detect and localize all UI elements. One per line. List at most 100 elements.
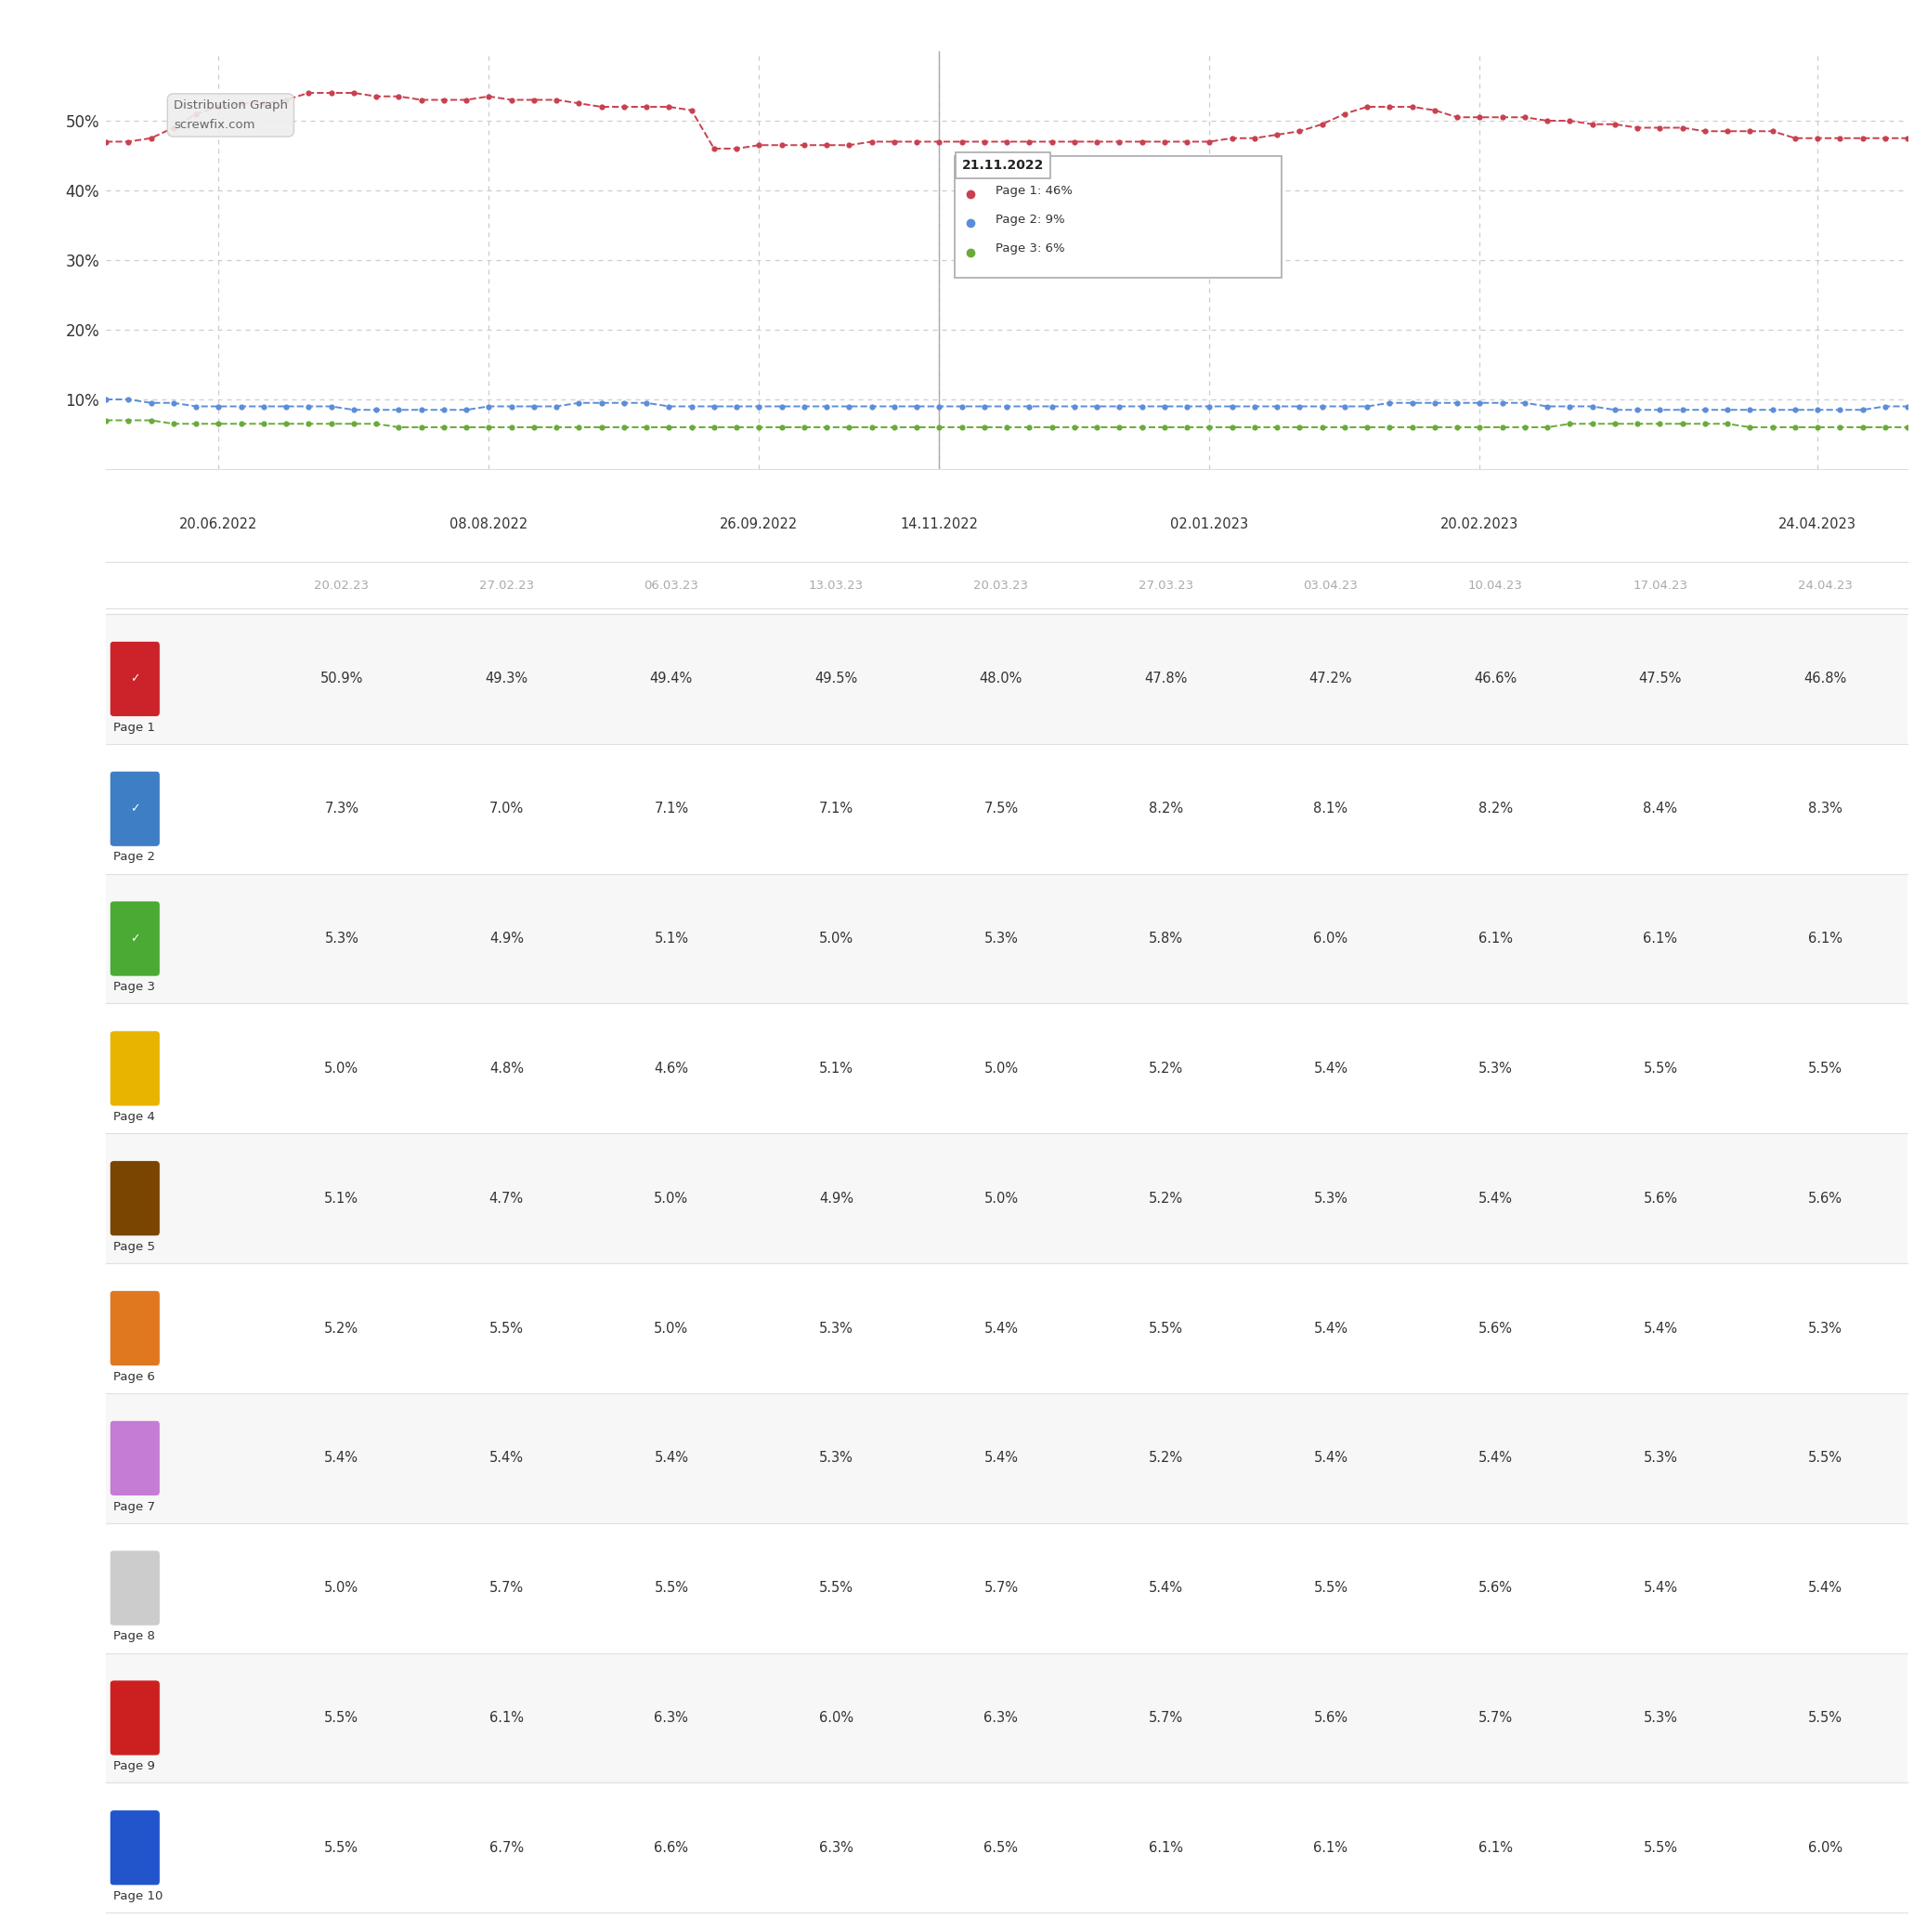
- Text: 5.5%: 5.5%: [1808, 1061, 1842, 1076]
- Text: 4.8%: 4.8%: [489, 1061, 524, 1076]
- Text: Page 1: 46%: Page 1: 46%: [996, 184, 1073, 197]
- Text: 5.4%: 5.4%: [985, 1451, 1017, 1464]
- Text: Page 6: Page 6: [114, 1370, 156, 1383]
- Text: 7.1%: 7.1%: [653, 802, 688, 815]
- Text: 5.6%: 5.6%: [1808, 1192, 1842, 1206]
- Text: 5.4%: 5.4%: [1644, 1580, 1678, 1596]
- Text: Page 3: 6%: Page 3: 6%: [996, 243, 1066, 255]
- Text: ✓: ✓: [129, 933, 141, 945]
- Text: 5.4%: 5.4%: [324, 1451, 358, 1464]
- Text: 46.6%: 46.6%: [1474, 672, 1517, 686]
- Text: 4.6%: 4.6%: [653, 1061, 688, 1076]
- Text: 5.0%: 5.0%: [819, 931, 854, 945]
- Text: 6.1%: 6.1%: [1148, 1841, 1183, 1855]
- Text: 7.1%: 7.1%: [819, 802, 854, 815]
- Text: 20.02.23: 20.02.23: [314, 580, 368, 591]
- Text: 5.0%: 5.0%: [653, 1321, 688, 1335]
- Text: 20.06.2022: 20.06.2022: [179, 518, 258, 531]
- Text: 5.8%: 5.8%: [1148, 931, 1183, 945]
- Text: 7.0%: 7.0%: [489, 802, 524, 815]
- Text: 17.04.23: 17.04.23: [1632, 580, 1688, 591]
- Text: 49.4%: 49.4%: [649, 672, 694, 686]
- Text: Distribution Graph
screwfix.com: Distribution Graph screwfix.com: [173, 100, 287, 131]
- Text: 5.1%: 5.1%: [819, 1061, 854, 1076]
- Text: 5.3%: 5.3%: [1314, 1192, 1347, 1206]
- Text: 5.2%: 5.2%: [1148, 1061, 1183, 1076]
- Text: 27.03.23: 27.03.23: [1139, 580, 1193, 591]
- Text: 20.02.2023: 20.02.2023: [1441, 518, 1518, 531]
- Text: 5.2%: 5.2%: [1148, 1192, 1183, 1206]
- Text: 5.3%: 5.3%: [324, 931, 358, 945]
- Text: ✓: ✓: [129, 672, 141, 686]
- Text: 5.7%: 5.7%: [1148, 1712, 1183, 1725]
- Text: 5.6%: 5.6%: [1644, 1192, 1678, 1206]
- Text: 5.6%: 5.6%: [1478, 1580, 1513, 1596]
- Text: 5.4%: 5.4%: [985, 1321, 1017, 1335]
- Text: 6.6%: 6.6%: [653, 1841, 688, 1855]
- Text: 5.4%: 5.4%: [1644, 1321, 1678, 1335]
- Text: Page 2: 9%: Page 2: 9%: [996, 214, 1066, 226]
- Text: 5.5%: 5.5%: [1808, 1451, 1842, 1464]
- Text: 47.8%: 47.8%: [1145, 672, 1187, 686]
- Text: 10.04.23: 10.04.23: [1468, 580, 1522, 591]
- Text: 14.11.2022: 14.11.2022: [900, 518, 979, 531]
- Text: 6.1%: 6.1%: [1478, 1841, 1513, 1855]
- Text: Page 3: Page 3: [114, 981, 156, 993]
- Text: 5.3%: 5.3%: [1478, 1061, 1513, 1076]
- Text: 5.4%: 5.4%: [1808, 1580, 1842, 1596]
- Text: 5.0%: 5.0%: [653, 1192, 688, 1206]
- Text: 5.5%: 5.5%: [819, 1580, 854, 1596]
- Text: 47.5%: 47.5%: [1638, 672, 1682, 686]
- Text: 5.5%: 5.5%: [1644, 1061, 1678, 1076]
- Text: 5.3%: 5.3%: [819, 1451, 854, 1464]
- Text: 49.5%: 49.5%: [815, 672, 858, 686]
- Text: 49.3%: 49.3%: [486, 672, 528, 686]
- Text: 5.1%: 5.1%: [324, 1192, 358, 1206]
- Text: 6.1%: 6.1%: [489, 1712, 524, 1725]
- Text: 5.2%: 5.2%: [1148, 1451, 1183, 1464]
- Text: 5.4%: 5.4%: [1314, 1451, 1347, 1464]
- Text: 8.2%: 8.2%: [1478, 802, 1513, 815]
- Text: 5.5%: 5.5%: [1808, 1712, 1842, 1725]
- Text: 7.5%: 7.5%: [985, 802, 1017, 815]
- Text: 5.0%: 5.0%: [985, 1061, 1017, 1076]
- Text: 26.09.2022: 26.09.2022: [721, 518, 798, 531]
- Text: 5.3%: 5.3%: [1644, 1712, 1678, 1725]
- Text: 21.11.2022: 21.11.2022: [962, 158, 1044, 172]
- Text: 50.9%: 50.9%: [320, 672, 362, 686]
- Text: 6.0%: 6.0%: [1314, 931, 1349, 945]
- Text: 5.7%: 5.7%: [985, 1580, 1017, 1596]
- Text: 6.3%: 6.3%: [819, 1841, 854, 1855]
- Text: 24.04.2023: 24.04.2023: [1779, 518, 1856, 531]
- Text: 03.04.23: 03.04.23: [1303, 580, 1359, 591]
- Text: 20.03.23: 20.03.23: [973, 580, 1029, 591]
- Text: 5.5%: 5.5%: [653, 1580, 688, 1596]
- Text: 6.1%: 6.1%: [1644, 931, 1678, 945]
- Text: 4.9%: 4.9%: [489, 931, 524, 945]
- Text: 5.4%: 5.4%: [489, 1451, 524, 1464]
- Text: 5.5%: 5.5%: [1148, 1321, 1183, 1335]
- Text: 6.7%: 6.7%: [489, 1841, 524, 1855]
- Text: 5.4%: 5.4%: [1478, 1192, 1513, 1206]
- Text: 5.5%: 5.5%: [324, 1712, 358, 1725]
- Text: Page 4: Page 4: [114, 1111, 156, 1122]
- Text: Page 5: Page 5: [114, 1240, 156, 1254]
- Text: 6.1%: 6.1%: [1808, 931, 1842, 945]
- Text: 5.2%: 5.2%: [324, 1321, 358, 1335]
- Text: 6.1%: 6.1%: [1478, 931, 1513, 945]
- Text: Page 10: Page 10: [114, 1889, 164, 1903]
- Text: 46.8%: 46.8%: [1804, 672, 1846, 686]
- Text: 6.3%: 6.3%: [653, 1712, 688, 1725]
- Text: 6.1%: 6.1%: [1314, 1841, 1347, 1855]
- Text: Page 8: Page 8: [114, 1631, 156, 1642]
- Text: 8.4%: 8.4%: [1644, 802, 1678, 815]
- Text: 5.4%: 5.4%: [1314, 1061, 1347, 1076]
- Text: 47.2%: 47.2%: [1308, 672, 1353, 686]
- Text: 5.3%: 5.3%: [1808, 1321, 1842, 1335]
- Text: 13.03.23: 13.03.23: [809, 580, 863, 591]
- Text: 8.1%: 8.1%: [1314, 802, 1347, 815]
- Text: 27.02.23: 27.02.23: [480, 580, 534, 591]
- Text: 5.0%: 5.0%: [324, 1061, 358, 1076]
- Text: ✓: ✓: [129, 802, 141, 815]
- Text: Page 2: Page 2: [114, 852, 156, 864]
